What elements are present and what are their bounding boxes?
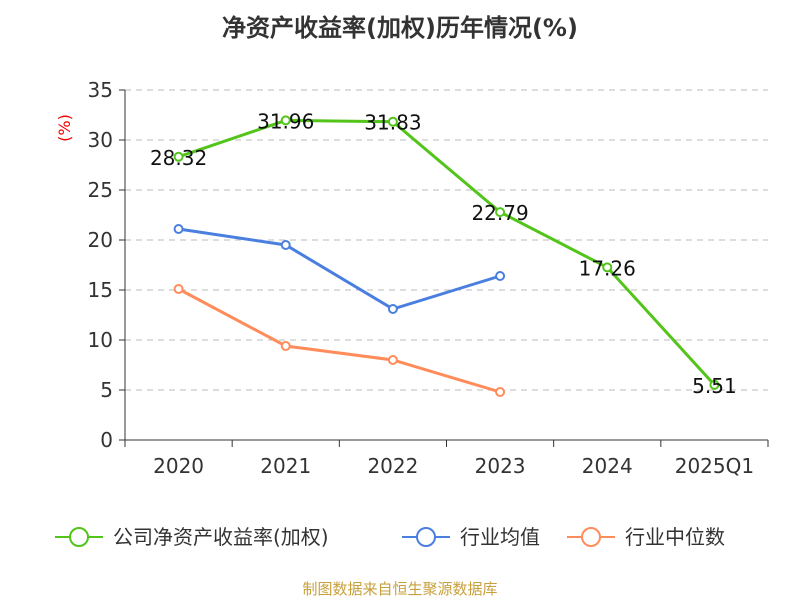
data-point <box>495 271 506 281</box>
y-tick-label: 25 <box>88 178 113 202</box>
legend-marker <box>69 527 89 547</box>
data-point <box>280 115 291 126</box>
data-point <box>602 262 613 273</box>
x-tick-label: 2023 <box>475 454 526 478</box>
data-point <box>387 304 398 314</box>
data-point <box>173 224 184 234</box>
data-point <box>495 387 506 397</box>
data-label: 28.32 <box>150 146 207 170</box>
y-axis-label: (%) <box>55 114 74 142</box>
data-label: 5.51 <box>692 374 737 398</box>
legend-label: 行业均值 <box>460 525 540 549</box>
data-point <box>280 240 291 250</box>
data-label: 22.79 <box>471 201 528 225</box>
chart-title: 净资产收益率(加权)历年情况(%) <box>222 14 578 42</box>
y-tick-label: 5 <box>100 378 113 402</box>
data-label: 31.83 <box>364 111 421 135</box>
y-tick-label: 35 <box>88 78 113 102</box>
data-point <box>173 151 184 162</box>
data-label: 31.96 <box>257 109 314 133</box>
x-tick-label: 2024 <box>582 454 633 478</box>
data-point <box>173 284 184 294</box>
y-tick-label: 10 <box>88 328 113 352</box>
legend-marker <box>581 527 601 547</box>
data-point <box>495 207 506 218</box>
y-tick-label: 0 <box>100 428 113 452</box>
data-point <box>709 379 720 390</box>
series-line <box>178 227 501 311</box>
y-tick-label: 15 <box>88 278 113 302</box>
data-point <box>387 355 398 365</box>
legend-label: 公司净资产收益率(加权) <box>113 525 329 549</box>
series-line <box>178 118 716 386</box>
legend-marker <box>416 527 436 547</box>
x-tick-label: 2021 <box>260 454 311 478</box>
x-tick-label: 2020 <box>153 454 204 478</box>
source-note: 制图数据来自恒生聚源数据库 <box>302 580 498 598</box>
x-tick-label: 2025Q1 <box>675 454 754 478</box>
data-label: 17.26 <box>579 256 636 280</box>
legend-label: 行业中位数 <box>625 525 725 549</box>
data-point <box>387 116 398 127</box>
y-tick-label: 30 <box>88 128 113 152</box>
x-tick-label: 2022 <box>367 454 418 478</box>
series-line <box>177 287 501 394</box>
y-tick-label: 20 <box>88 228 113 252</box>
data-point <box>280 341 291 351</box>
